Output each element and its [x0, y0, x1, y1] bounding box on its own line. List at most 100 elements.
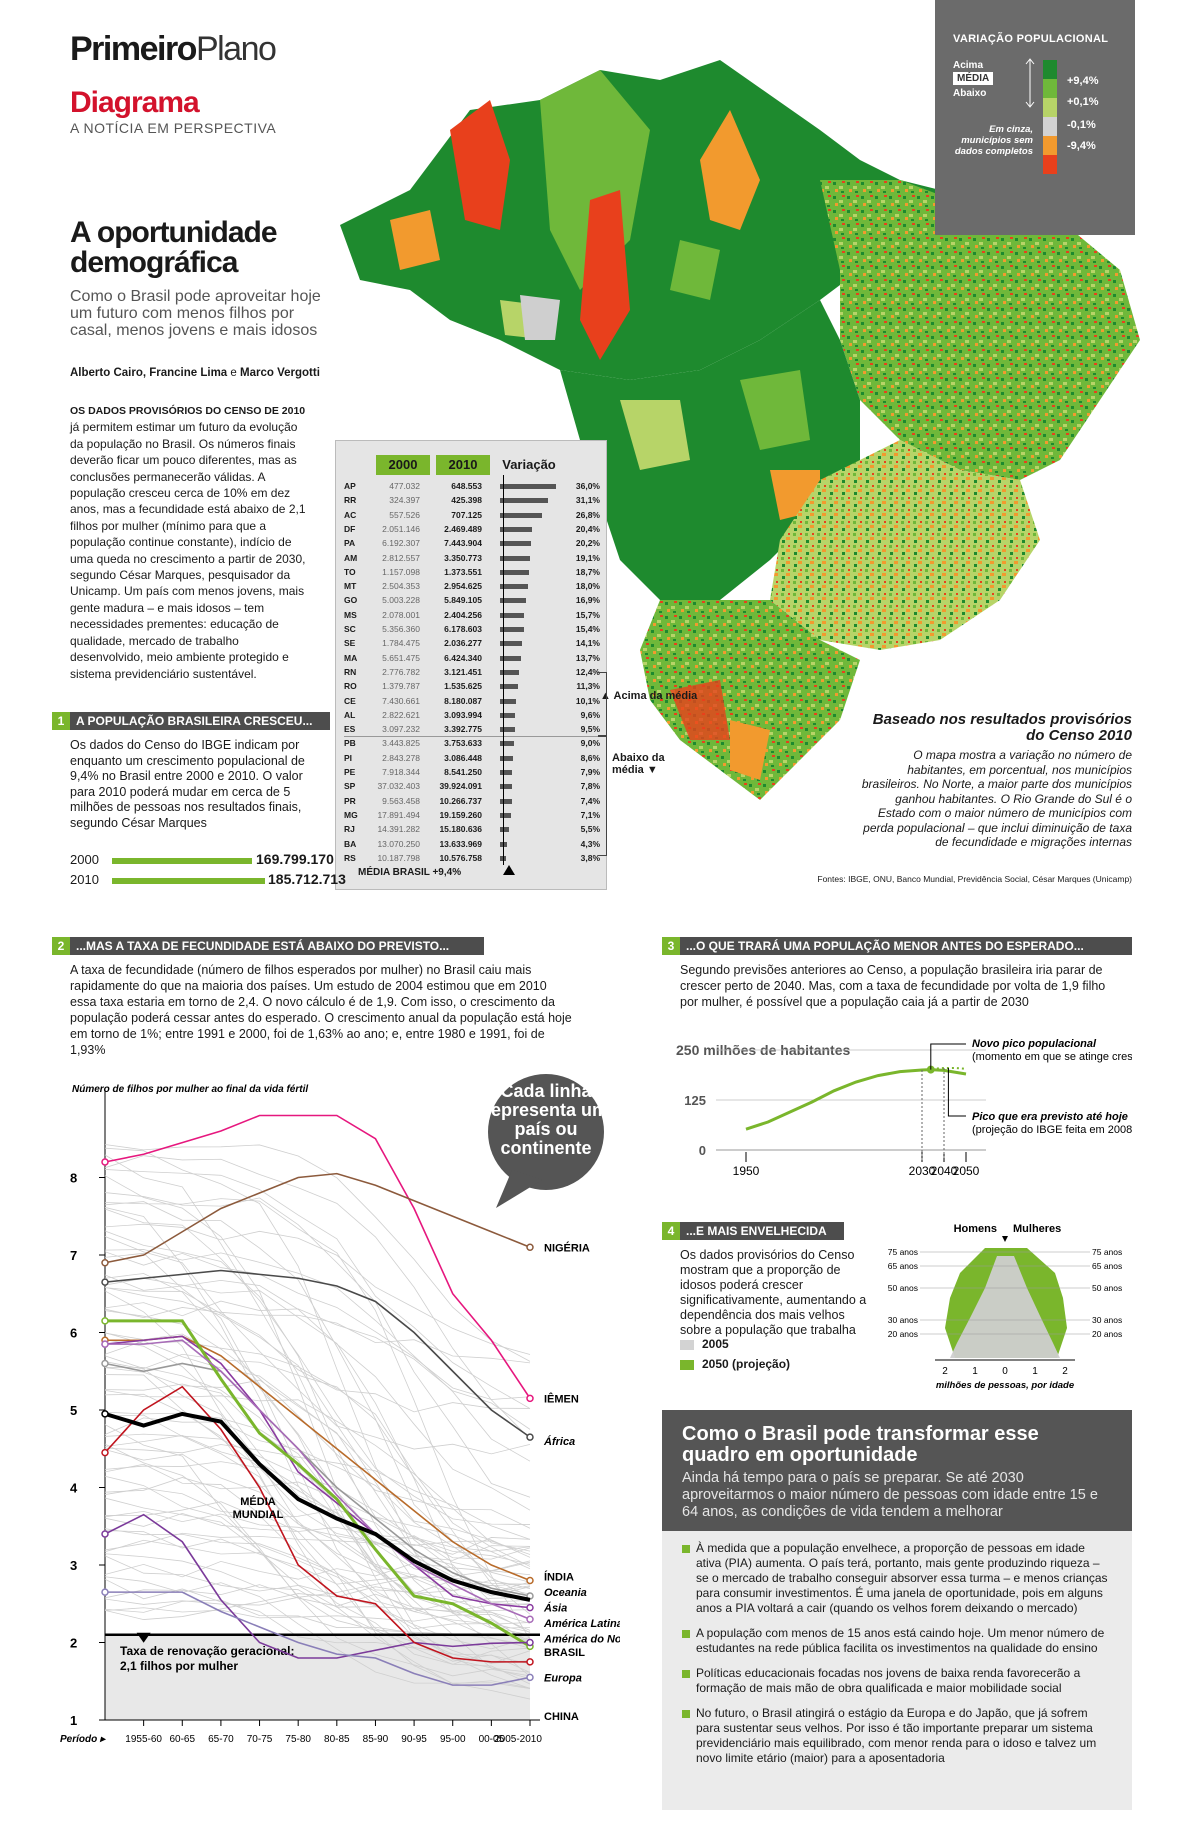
pop-2000-value: 169.799.170 [256, 851, 334, 867]
state-code: RN [344, 666, 357, 677]
series-end-point [526, 1603, 534, 1612]
country-line [104, 1411, 531, 1689]
country-line [104, 1390, 531, 1552]
state-row: RJ 14.391.282 15.180.636 5,5% [344, 822, 600, 836]
country-line [104, 1443, 531, 1677]
y-tick-label: 5 [70, 1403, 77, 1418]
leader-line [947, 1068, 966, 1117]
pyramid-x-title: milhões de pessoas, por idade [936, 1380, 1075, 1391]
state-code: PR [344, 795, 356, 806]
country-line [104, 1332, 531, 1567]
country-line [104, 1513, 531, 1555]
avg-line [503, 475, 504, 865]
country-line [104, 1528, 531, 1625]
series-end-point [526, 1673, 534, 1682]
series-line-américa-do-norte [104, 1513, 531, 1659]
legend-2050-label: 2050 (projeção) [702, 1357, 791, 1371]
y-tick-label: 7 [70, 1248, 77, 1263]
country-line [104, 1169, 531, 1409]
variation-pct: 7,9% [580, 767, 600, 777]
country-line [104, 1532, 531, 1555]
value-2010: 5.849.105 [444, 595, 482, 606]
sources: Fontes: IBGE, ONU, Banco Mundial, Previd… [817, 874, 1132, 884]
variation-bar [500, 569, 530, 575]
variation-pct: 9,6% [580, 709, 600, 720]
variation-pct: 36,0% [575, 481, 600, 491]
country-line [104, 1393, 531, 1613]
legend-title: VARIAÇÃO POPULACIONAL [953, 33, 1109, 45]
series-start-point [101, 1317, 109, 1325]
legend-2005-label: 2005 [702, 1337, 729, 1351]
series-label: Europa [544, 1672, 582, 1684]
state-row: PI 2.843.278 3.086.448 8,6% [344, 751, 600, 765]
series-line-média-mundial [104, 1411, 531, 1602]
age-tick-label: 20 anos [888, 1329, 918, 1339]
pop-y-tick-label: 125 [684, 1093, 706, 1108]
state-code: ES [344, 724, 356, 735]
opportunity-box: Como o Brasil pode transformar esse quad… [662, 1410, 1132, 1810]
value-2010: 707.125 [451, 509, 482, 520]
state-row: RN 2.776.782 3.121.451 12,4% [344, 665, 600, 679]
byline: Alberto Cairo, Francine Lima e Marco Ver… [70, 367, 320, 379]
value-2000: 5.651.475 [382, 652, 420, 663]
country-line [104, 1155, 531, 1440]
avg-label: MÉDIA BRASIL +9,4% [358, 867, 462, 878]
state-code: PI [344, 752, 353, 763]
legend-arrow-icon [1025, 58, 1035, 108]
value-2000: 2.822.621 [382, 709, 420, 720]
series-line-áfrica [104, 1269, 531, 1438]
map-region-south [640, 600, 860, 800]
section-3-header: 3 ...O QUE TRARÁ UMA POPULAÇÃO MENOR ANTE… [662, 937, 1132, 955]
variation-pct: 9,0% [580, 738, 600, 749]
series-line-nigéria [104, 1172, 531, 1264]
state-row: RR 324.397 425.398 31,1% [344, 493, 600, 507]
series-start-point [101, 1530, 109, 1538]
state-code: SP [344, 781, 356, 792]
country-line [104, 1599, 531, 1665]
x-tick-label: 85-90 [363, 1734, 389, 1745]
opportunity-bullet: À medida que a população envelhece, a pr… [682, 1541, 1112, 1616]
pyramid-men-label: Homens [954, 1223, 997, 1235]
pyramid-women-label: Mulheres [1013, 1223, 1061, 1235]
state-row: SE 1.784.475 2.036.277 14,1% [344, 636, 600, 650]
section-1-text: Os dados do Censo do IBGE indicam por en… [70, 738, 305, 830]
state-row: AM 2.812.557 3.350.773 19,1% [344, 551, 600, 565]
value-2010: 3.086.448 [444, 752, 482, 763]
state-row: MS 2.078.001 2.404.256 15,7% [344, 608, 600, 622]
state-row: DF 2.051.146 2.469.489 20,4% [344, 522, 600, 536]
series-end-point [526, 1394, 534, 1403]
pyramid-x-tick-label: 1 [1032, 1366, 1038, 1377]
series-start-point [101, 1259, 109, 1267]
variation-bar [500, 541, 532, 547]
value-2010: 19.159.260 [439, 809, 482, 820]
pop-y-tick-label: 0 [699, 1143, 706, 1158]
state-row: GO 5.003.228 5.849.105 16,9% [344, 593, 600, 607]
variation-pct: 11,3% [576, 681, 600, 692]
state-row: AP 477.032 648.553 36,0% [344, 479, 600, 493]
state-code: MG [344, 809, 358, 820]
variation-pct: 13,7% [575, 652, 600, 663]
series-line-brasil [105, 1319, 531, 1648]
legend-swatch [1043, 136, 1057, 155]
state-code: DF [344, 523, 356, 534]
value-2000: 9.563.458 [382, 795, 420, 806]
pop-2010-bar [112, 878, 265, 884]
x-tick-label: 90-95 [401, 1734, 427, 1745]
variation-pct: 18,7% [575, 566, 600, 577]
variation-bar [500, 784, 513, 790]
value-2010: 6.178.603 [444, 624, 482, 634]
pop-2000-bar [112, 858, 252, 864]
y-tick-label: 6 [70, 1326, 77, 1341]
series-label: América do Norte [543, 1634, 620, 1646]
series-end-point [526, 1576, 534, 1585]
above-bracket [598, 672, 607, 736]
value-2000: 1.784.475 [382, 638, 420, 649]
headline: A oportunidade demográfica [70, 216, 278, 279]
opportunity-bullet: A população com menos de 15 anos está ca… [682, 1626, 1112, 1656]
legend-swatch [1043, 117, 1057, 136]
legend-level: -9,4% [1067, 140, 1096, 152]
value-2000: 1.379.787 [382, 681, 420, 692]
country-line [104, 1374, 531, 1561]
age-tick-label: 20 anos [1092, 1329, 1122, 1339]
